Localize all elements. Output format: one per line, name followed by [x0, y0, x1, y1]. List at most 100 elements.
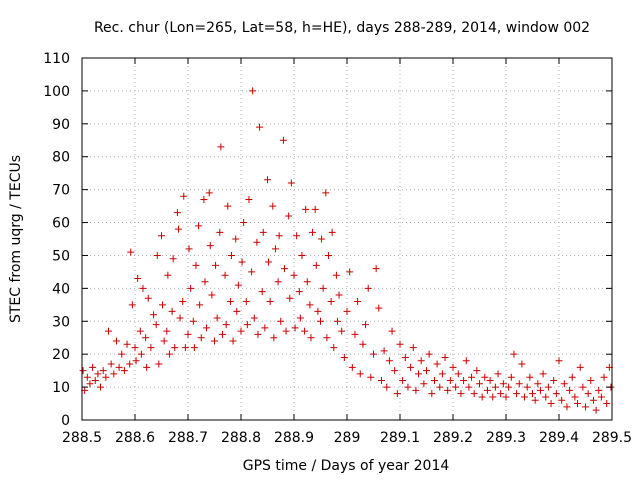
data-point	[245, 196, 253, 204]
y-tick-labels: 0 10 20 30 40 50 60 70 80 90 100 110	[43, 51, 70, 429]
data-point	[362, 321, 370, 329]
data-point	[142, 334, 150, 342]
data-point	[160, 337, 168, 345]
data-point	[354, 298, 362, 306]
data-point	[99, 367, 107, 375]
data-point	[290, 271, 298, 279]
data-point	[131, 344, 139, 352]
y-tick-label: 80	[52, 150, 70, 166]
x-axis-label: GPS time / Days of year 2014	[243, 458, 450, 474]
data-point	[242, 298, 250, 306]
data-point	[494, 370, 502, 378]
x-tick-label: 289.2	[433, 430, 473, 446]
data-point	[264, 176, 271, 184]
data-point	[150, 311, 158, 319]
data-point	[393, 390, 401, 398]
data-point	[285, 212, 293, 220]
data-point	[277, 317, 285, 325]
data-point	[301, 327, 309, 335]
data-point	[168, 307, 176, 315]
data-point	[243, 321, 251, 329]
data-point	[250, 314, 258, 322]
data-point	[91, 377, 99, 385]
data-point	[187, 284, 195, 292]
axis-ticks	[81, 57, 613, 421]
data-point	[330, 344, 338, 352]
data-point	[248, 268, 256, 276]
data-point	[298, 251, 306, 259]
data-point	[269, 202, 277, 210]
data-point	[237, 327, 245, 335]
data-point	[356, 370, 364, 378]
data-point	[335, 291, 343, 299]
y-axis-label: STEC from uqrg / TECUs	[8, 155, 24, 323]
x-tick-labels: 288.5 288.6 288.7 288.8 288.9 289 289.1 289.2 28…	[62, 430, 632, 446]
data-point	[457, 390, 465, 398]
data-point	[282, 327, 290, 335]
data-point	[137, 350, 145, 358]
data-point	[120, 367, 128, 375]
data-point	[180, 192, 188, 200]
data-point	[404, 383, 412, 391]
data-point	[139, 284, 147, 292]
data-point	[134, 274, 142, 282]
data-point	[218, 330, 226, 338]
data-point	[159, 301, 167, 309]
data-point	[388, 327, 396, 335]
data-point	[203, 324, 211, 332]
x-tick-label: 289.3	[486, 430, 526, 446]
data-point	[179, 298, 187, 306]
data-point	[529, 390, 536, 398]
data-point	[446, 377, 454, 385]
data-point	[515, 380, 523, 388]
data-point	[311, 205, 319, 213]
x-tick-label: 289.1	[380, 430, 420, 446]
data-point	[518, 360, 526, 368]
data-point	[558, 396, 566, 404]
data-point	[327, 298, 335, 306]
data-point	[483, 386, 491, 394]
data-point	[497, 390, 505, 398]
data-point	[597, 393, 605, 401]
data-point	[595, 386, 603, 394]
data-point	[295, 288, 303, 296]
data-point	[359, 340, 367, 348]
data-point	[391, 367, 399, 375]
data-point	[526, 373, 534, 381]
data-point	[266, 298, 274, 306]
data-point	[127, 248, 135, 256]
x-tick-label: 288.8	[221, 430, 261, 446]
data-point	[324, 251, 332, 259]
data-point	[291, 324, 299, 332]
data-point	[542, 393, 550, 401]
data-point	[238, 258, 246, 266]
data-point	[195, 222, 203, 230]
data-point	[473, 367, 481, 375]
data-point	[582, 403, 589, 411]
data-point	[505, 383, 513, 391]
data-point	[523, 383, 531, 391]
data-point	[270, 334, 278, 342]
data-point	[185, 245, 193, 253]
data-point	[486, 377, 494, 385]
data-point	[279, 136, 287, 144]
data-point	[229, 337, 237, 345]
data-point	[465, 383, 473, 391]
data-point	[348, 363, 356, 371]
data-point	[423, 367, 430, 375]
data-point	[184, 330, 192, 338]
data-point	[249, 87, 257, 95]
x-tick-label: 289	[334, 430, 361, 446]
y-tick-label: 0	[61, 413, 70, 429]
data-point	[372, 265, 380, 273]
data-point	[380, 347, 388, 355]
data-point	[470, 390, 478, 398]
data-point	[302, 205, 310, 213]
data-point	[226, 298, 234, 306]
data-point	[383, 383, 391, 391]
data-point	[346, 268, 354, 276]
data-point	[240, 219, 248, 227]
data-point	[102, 373, 110, 381]
data-point	[449, 363, 457, 371]
data-point	[79, 367, 87, 375]
